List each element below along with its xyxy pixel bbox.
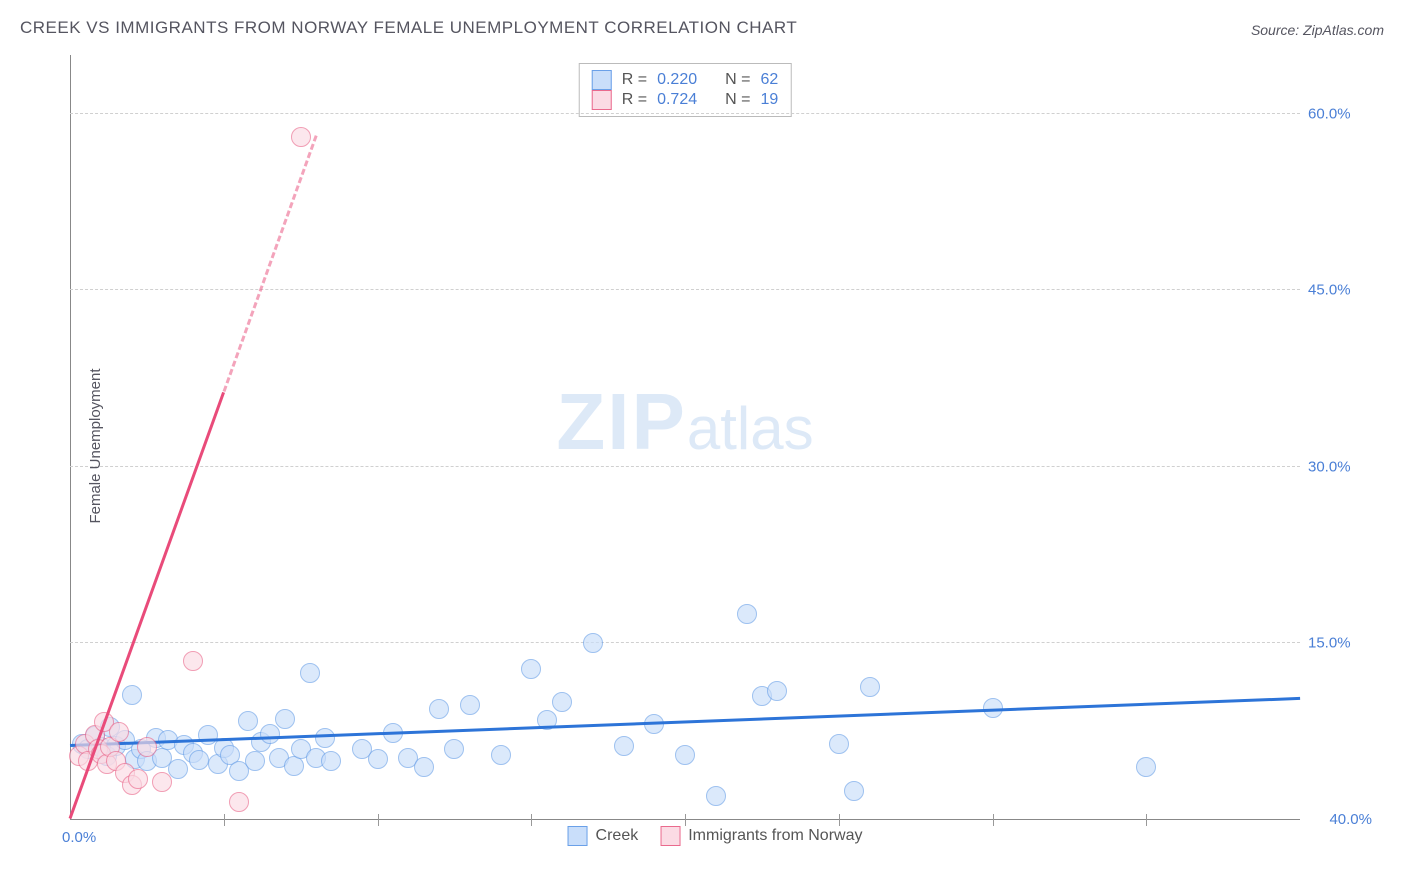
n-label: N = bbox=[725, 91, 750, 109]
data-point bbox=[552, 692, 572, 712]
plot-area: ZIPatlas R = 0.220 N = 62 R = 0.724 N = … bbox=[70, 55, 1300, 820]
data-point bbox=[444, 739, 464, 759]
data-point bbox=[122, 685, 142, 705]
legend-series: Creek Immigrants from Norway bbox=[568, 826, 863, 846]
y-tick-label: 60.0% bbox=[1308, 105, 1372, 122]
data-point bbox=[260, 724, 280, 744]
data-point bbox=[429, 699, 449, 719]
legend-stats: R = 0.220 N = 62 R = 0.724 N = 19 bbox=[579, 63, 792, 117]
chart-title: CREEK VS IMMIGRANTS FROM NORWAY FEMALE U… bbox=[20, 18, 797, 38]
legend-label-creek: Creek bbox=[596, 827, 639, 845]
n-label: N = bbox=[725, 71, 750, 89]
y-tick-label: 15.0% bbox=[1308, 635, 1372, 652]
legend-swatch-creek bbox=[568, 826, 588, 846]
data-point bbox=[128, 769, 148, 789]
y-axis bbox=[70, 55, 71, 820]
data-point bbox=[315, 728, 335, 748]
data-point bbox=[829, 734, 849, 754]
r-value-norway: 0.724 bbox=[657, 91, 697, 109]
legend-stats-row-creek: R = 0.220 N = 62 bbox=[592, 70, 779, 90]
r-label: R = bbox=[622, 91, 647, 109]
data-point bbox=[245, 751, 265, 771]
data-point bbox=[189, 750, 209, 770]
grid-line bbox=[70, 642, 1300, 643]
data-point bbox=[229, 792, 249, 812]
data-point bbox=[1136, 757, 1156, 777]
x-tick bbox=[993, 814, 994, 826]
y-tick-label: 30.0% bbox=[1308, 458, 1372, 475]
data-point bbox=[152, 772, 172, 792]
x-max-label: 40.0% bbox=[1329, 811, 1372, 828]
x-tick bbox=[839, 814, 840, 826]
data-point bbox=[860, 677, 880, 697]
data-point bbox=[137, 737, 157, 757]
data-point bbox=[291, 127, 311, 147]
data-point bbox=[737, 604, 757, 624]
data-point bbox=[238, 711, 258, 731]
trend-line-dashed bbox=[222, 135, 317, 392]
correlation-chart: ZIPatlas R = 0.220 N = 62 R = 0.724 N = … bbox=[50, 55, 1380, 850]
data-point bbox=[491, 745, 511, 765]
grid-line bbox=[70, 113, 1300, 114]
n-value-creek: 62 bbox=[760, 71, 778, 89]
data-point bbox=[521, 659, 541, 679]
y-tick-label: 45.0% bbox=[1308, 282, 1372, 299]
legend-swatch-norway bbox=[660, 826, 680, 846]
data-point bbox=[300, 663, 320, 683]
grid-line bbox=[70, 466, 1300, 467]
legend-swatch-norway bbox=[592, 90, 612, 110]
watermark-zip: ZIP bbox=[556, 377, 686, 466]
x-tick bbox=[224, 814, 225, 826]
data-point bbox=[675, 745, 695, 765]
x-tick bbox=[531, 814, 532, 826]
r-value-creek: 0.220 bbox=[657, 71, 697, 89]
data-point bbox=[414, 757, 434, 777]
legend-item-creek: Creek bbox=[568, 826, 639, 846]
data-point bbox=[706, 786, 726, 806]
x-tick bbox=[1146, 814, 1147, 826]
source-prefix: Source: bbox=[1251, 22, 1303, 38]
data-point bbox=[460, 695, 480, 715]
r-label: R = bbox=[622, 71, 647, 89]
data-point bbox=[767, 681, 787, 701]
data-point bbox=[183, 651, 203, 671]
legend-label-norway: Immigrants from Norway bbox=[688, 827, 862, 845]
x-tick bbox=[378, 814, 379, 826]
source-attribution: Source: ZipAtlas.com bbox=[1251, 22, 1384, 38]
data-point bbox=[368, 749, 388, 769]
watermark: ZIPatlas bbox=[556, 376, 813, 468]
data-point bbox=[275, 709, 295, 729]
source-name: ZipAtlas.com bbox=[1303, 22, 1384, 38]
watermark-atlas: atlas bbox=[687, 395, 814, 462]
data-point bbox=[844, 781, 864, 801]
data-point bbox=[583, 633, 603, 653]
data-point bbox=[321, 751, 341, 771]
origin-label: 0.0% bbox=[62, 829, 96, 846]
data-point bbox=[109, 722, 129, 742]
legend-item-norway: Immigrants from Norway bbox=[660, 826, 862, 846]
x-tick bbox=[685, 814, 686, 826]
legend-stats-row-norway: R = 0.724 N = 19 bbox=[592, 90, 779, 110]
n-value-norway: 19 bbox=[760, 91, 778, 109]
grid-line bbox=[70, 289, 1300, 290]
legend-swatch-creek bbox=[592, 70, 612, 90]
data-point bbox=[614, 736, 634, 756]
